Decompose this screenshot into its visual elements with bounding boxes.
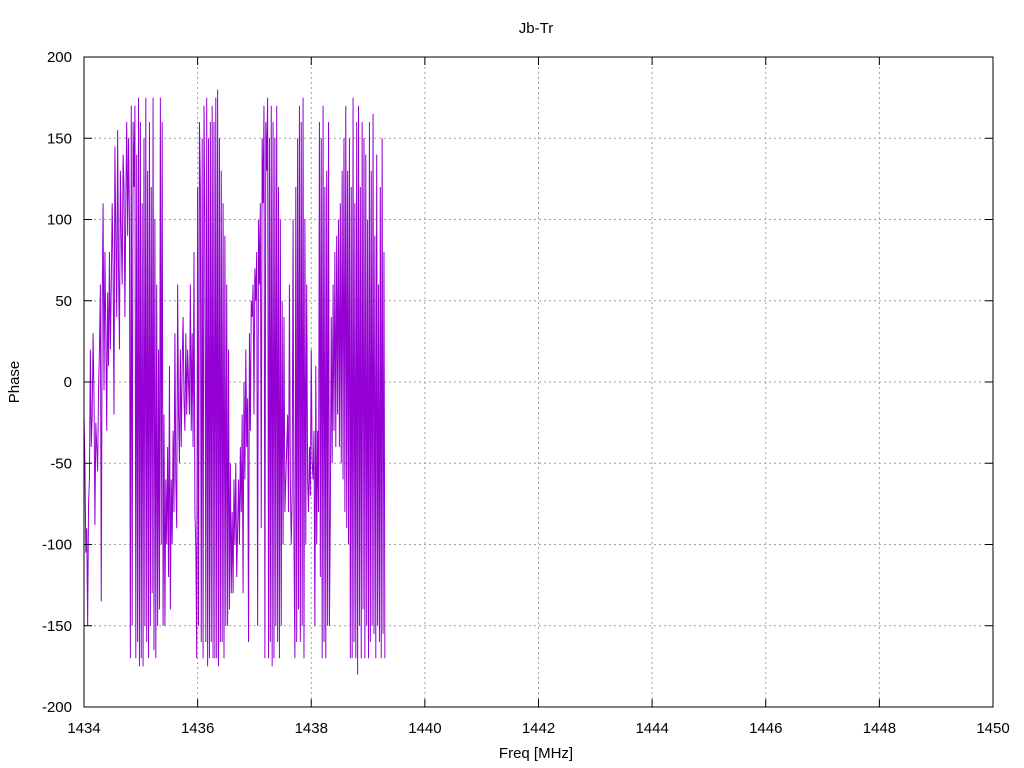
x-tick-label: 1444: [635, 720, 668, 737]
y-tick-label: -200: [42, 699, 72, 716]
x-tick-label: 1438: [295, 720, 328, 737]
chart-title: Jb-Tr: [519, 20, 553, 37]
series-layer: [83, 89, 386, 675]
x-axis-label: Freq [MHz]: [499, 745, 573, 762]
y-tick-label: 150: [47, 130, 72, 147]
x-tick-label: 1434: [67, 720, 100, 737]
x-tick-label: 1446: [749, 720, 782, 737]
y-tick-label: 200: [47, 49, 72, 66]
y-tick-label: 50: [55, 293, 72, 310]
x-tick-label: 1450: [976, 720, 1009, 737]
y-tick-label: 100: [47, 212, 72, 229]
y-tick-label: -50: [50, 455, 72, 472]
tick-layer: 1434 1436 1438 1440 1442 1444 1446 1448 1450 -200…: [42, 49, 1010, 737]
x-tick-label: 1448: [863, 720, 896, 737]
x-tick-label: 1442: [522, 720, 555, 737]
x-tick-label: 1440: [408, 720, 441, 737]
phase-series-line: [83, 89, 386, 675]
y-tick-label: -150: [42, 618, 72, 635]
x-tick-label: 1436: [181, 720, 214, 737]
y-tick-label: -100: [42, 537, 72, 554]
y-tick-label: 0: [64, 374, 72, 391]
y-axis-label: Phase: [6, 361, 23, 404]
